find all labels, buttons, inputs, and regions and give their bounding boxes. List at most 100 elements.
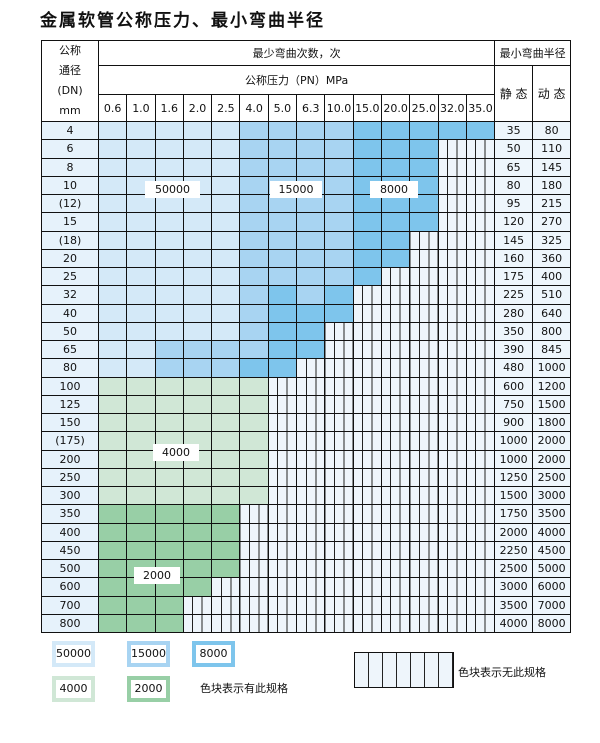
no-spec-cell [380, 613, 411, 634]
no-spec-cell [296, 376, 326, 396]
spec-cell [154, 266, 184, 287]
spec-cell [211, 467, 241, 488]
dn-header-line: 公称 [59, 44, 81, 57]
no-spec-cell [465, 230, 496, 250]
static-radius-cell: 2000 [494, 522, 534, 542]
spec-cell [154, 394, 184, 415]
spec-cell [239, 394, 269, 415]
table-row: 250 1250 2500 [41, 467, 572, 488]
spec-cell [126, 485, 156, 506]
no-spec-cell [409, 485, 439, 506]
no-spec-cell [465, 339, 496, 360]
spec-cell [296, 303, 326, 323]
dynamic-radius-cell: 1800 [532, 412, 572, 433]
spec-cell [324, 266, 354, 287]
no-spec-cell [324, 339, 354, 360]
spec-cell [239, 412, 269, 433]
spec-cell [182, 485, 213, 506]
no-spec-cell [409, 376, 439, 396]
spec-cell [126, 285, 156, 305]
static-radius-cell: 1000 [494, 449, 534, 469]
legend-no-spec-text: 色块表示无此规格 [458, 666, 546, 679]
spec-cell [126, 139, 156, 159]
spec-cell [126, 339, 156, 360]
spec-cell [465, 120, 496, 141]
no-spec-cell [437, 266, 467, 287]
spec-cell [380, 212, 411, 232]
no-spec-cell [352, 613, 382, 634]
no-spec-cell [465, 558, 496, 579]
spec-cell [154, 193, 184, 214]
table-row: 500 2500 5000 [41, 558, 572, 579]
table-row: 8 65 145 [41, 157, 572, 177]
dn-cell: 300 [41, 485, 99, 506]
dn-cell: (175) [41, 431, 99, 451]
no-spec-cell [409, 230, 439, 250]
table-row: 400 2000 4000 [41, 522, 572, 542]
dn-cell: 25 [41, 266, 99, 287]
cycles-header: 最少弯曲次数，次 [97, 40, 496, 66]
no-spec-cell [352, 558, 382, 579]
table-row: 450 2250 4500 [41, 540, 572, 561]
no-spec-cell [380, 431, 411, 451]
no-spec-cell [465, 193, 496, 214]
no-spec-cell [352, 339, 382, 360]
dn-cell: 250 [41, 467, 99, 488]
table-row: 200 1000 2000 [41, 449, 572, 469]
table-row: (175) 1000 2000 [41, 431, 572, 451]
dynamic-radius-cell: 2000 [532, 449, 572, 469]
no-spec-cell [324, 358, 354, 378]
spec-cell [296, 120, 326, 141]
spec-cell [154, 120, 184, 141]
no-spec-cell [380, 558, 411, 579]
spec-cell [182, 558, 213, 579]
no-spec-cell [324, 412, 354, 433]
spec-cell [296, 266, 326, 287]
static-radius-cell: 65 [494, 157, 534, 177]
spec-cell [211, 412, 241, 433]
spec-cell [239, 285, 269, 305]
no-spec-cell [437, 339, 467, 360]
no-spec-cell [211, 613, 241, 634]
spec-cell [211, 321, 241, 342]
no-spec-cell [465, 595, 496, 615]
static-radius-cell: 145 [494, 230, 534, 250]
dn-cell: 6 [41, 139, 99, 159]
static-radius-cell: 750 [494, 394, 534, 415]
table-row: (18) 145 325 [41, 230, 572, 250]
no-spec-cell [437, 540, 467, 561]
legend-4000: 4000 [52, 676, 95, 702]
no-spec-cell [352, 467, 382, 488]
no-spec-cell [437, 449, 467, 469]
static-radius-cell: 1500 [494, 485, 534, 506]
static-radius-cell: 390 [494, 339, 534, 360]
spec-cell [380, 139, 411, 159]
dynamic-radius-cell: 510 [532, 285, 572, 305]
no-spec-cell [465, 358, 496, 378]
no-spec-cell [296, 595, 326, 615]
no-spec-cell [267, 412, 298, 433]
spec-cell [211, 431, 241, 451]
spec-cell [324, 120, 354, 141]
dn-cell: 15 [41, 212, 99, 232]
no-spec-cell [352, 431, 382, 451]
spec-cell [324, 230, 354, 250]
spec-cell [97, 394, 128, 415]
spec-cell [211, 394, 241, 415]
table-row: 6 50 110 [41, 139, 572, 159]
no-spec-cell [352, 412, 382, 433]
spec-cell [182, 266, 213, 287]
legend-8000: 8000 [192, 641, 235, 667]
spec-cell [126, 412, 156, 433]
dn-cell: 400 [41, 522, 99, 542]
spec-cell [154, 358, 184, 378]
spec-cell [409, 212, 439, 232]
spec-cell [97, 522, 128, 542]
no-spec-cell [352, 376, 382, 396]
spec-cell [239, 485, 269, 506]
no-spec-cell [380, 339, 411, 360]
no-spec-cell [267, 504, 298, 524]
pressure-col-header: 25.0 [409, 94, 439, 122]
no-spec-cell [296, 522, 326, 542]
region-label-4000: 4000 [153, 444, 199, 461]
